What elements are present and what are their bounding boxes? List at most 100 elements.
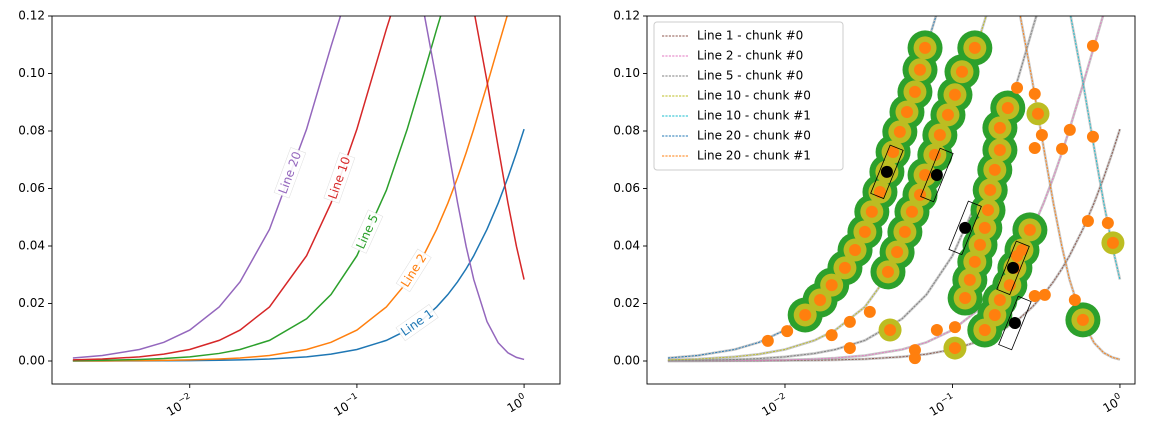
scatter-point — [1086, 39, 1099, 52]
scatter-point — [887, 145, 900, 158]
scatter-point — [968, 255, 981, 268]
scatter-point — [959, 292, 972, 305]
axes-frame — [51, 15, 561, 385]
scatter-point — [898, 225, 911, 238]
line — [72, 16, 442, 362]
legend-label: Line 10 - chunk #1 — [697, 109, 811, 123]
scatter-point — [973, 238, 986, 251]
tick-base: 10 — [331, 399, 351, 419]
scatter-point — [884, 323, 897, 336]
scatter-point — [1086, 130, 1099, 143]
tick-base: 10 — [1100, 395, 1120, 415]
line — [72, 16, 525, 361]
legend: Line 1 - chunk #0 Line 2 - chunk #0 Line 5… — [653, 21, 844, 171]
scatter-point — [1076, 313, 1089, 326]
scatter-point — [1007, 261, 1020, 274]
scatter-point — [955, 65, 968, 78]
scatter-point — [863, 305, 876, 318]
y-tick-label: 0.00 — [613, 354, 640, 368]
marker-box — [920, 147, 954, 203]
scatter-point — [1106, 236, 1119, 249]
scatter-point — [1038, 288, 1051, 301]
label-bg — [395, 304, 439, 342]
y-tick-label: 0.04 — [613, 239, 640, 253]
scatter-point — [825, 329, 838, 342]
line — [1019, 16, 1121, 360]
scatter-point — [988, 163, 1001, 176]
scatter-point — [988, 309, 1001, 321]
scatter-point — [799, 309, 812, 321]
label-bg — [323, 152, 356, 204]
legend-label: Line 20 - chunk #0 — [697, 129, 811, 143]
scatter-point — [1008, 317, 1021, 330]
legend-label: Line 5 - chunk #0 — [697, 69, 803, 83]
line — [667, 16, 1037, 362]
scatter-point — [1101, 217, 1114, 229]
scatter-point — [891, 246, 904, 259]
scatter-point — [919, 41, 932, 54]
y-tick-label: 0.02 — [613, 296, 640, 310]
scatter-point — [858, 225, 871, 238]
scatter-point — [865, 205, 878, 218]
scatter-point — [781, 325, 794, 338]
line — [72, 16, 508, 362]
scatter-point — [825, 279, 838, 292]
scatter-point — [880, 165, 893, 178]
y-tick-label: 0.04 — [18, 239, 45, 253]
scatter-point — [1081, 214, 1094, 227]
scatter-point — [1011, 81, 1024, 94]
line — [72, 16, 525, 361]
scatter-point — [948, 88, 961, 101]
scatter-point — [933, 129, 946, 142]
scatter-point — [900, 106, 913, 119]
scatter-point — [914, 188, 927, 201]
scatter-point — [963, 273, 976, 286]
scatter-point — [993, 121, 1006, 134]
marker-box — [948, 200, 982, 256]
scatter-point — [941, 108, 954, 121]
marker-box — [998, 295, 1032, 351]
y-tick-label: 0.00 — [18, 354, 45, 368]
label-bg — [273, 147, 307, 199]
plot-area — [667, 16, 1125, 365]
scatter-point — [948, 342, 961, 355]
scatter-point — [930, 168, 943, 181]
scatter-point — [928, 148, 941, 161]
legend-label: Line 10 - chunk #0 — [697, 89, 811, 103]
scatter-point — [914, 63, 927, 76]
scatter-point — [843, 342, 856, 355]
scatter-point — [978, 221, 991, 234]
tick-base: 10 — [927, 399, 947, 419]
label-bg — [351, 209, 384, 254]
y-tick-label: 0.10 — [613, 66, 640, 80]
scatter-point — [930, 323, 943, 336]
scatter-point — [873, 185, 886, 198]
scatter-point — [978, 323, 991, 336]
plot-area — [72, 16, 525, 362]
scatter-point — [881, 265, 894, 278]
y-tick-label: 0.06 — [18, 181, 45, 195]
scatter-point — [993, 143, 1006, 156]
legend-frame — [653, 21, 844, 171]
scatter-point — [1023, 223, 1036, 236]
scatter-point — [1068, 294, 1081, 307]
legend-label: Line 20 - chunk #1 — [697, 149, 811, 163]
scatter-point — [843, 315, 856, 328]
line — [1070, 16, 1121, 280]
y-tick-label: 0.08 — [18, 124, 45, 138]
scatter-point — [959, 221, 972, 234]
scatter-point — [1028, 290, 1041, 303]
scatter-point — [849, 244, 862, 257]
legend-label: Line 1 - chunk #0 — [697, 29, 803, 43]
legend-label: Line 2 - chunk #0 — [697, 49, 803, 63]
y-tick-label: 0.08 — [613, 124, 640, 138]
y-tick-label: 0.12 — [613, 9, 640, 23]
tick-exponent: 0 — [517, 391, 527, 402]
scatter-point — [984, 183, 997, 196]
scatter-point — [1028, 141, 1041, 154]
marker-box — [870, 144, 904, 200]
scatter-point — [908, 352, 921, 365]
scatter-point — [905, 205, 918, 218]
scatter-point — [1028, 87, 1041, 100]
line — [667, 16, 1104, 362]
